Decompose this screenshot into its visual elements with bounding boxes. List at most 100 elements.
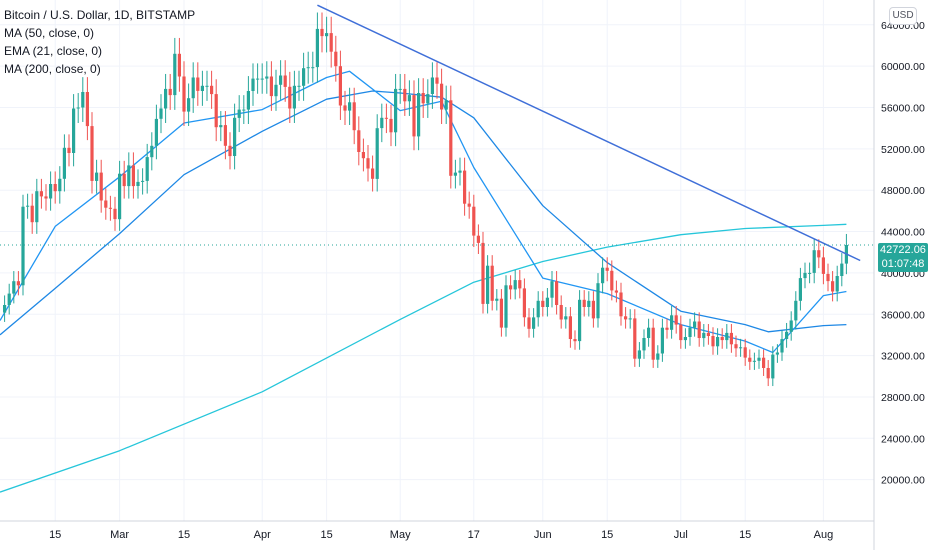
candle-body[interactable] xyxy=(840,263,844,276)
trendline-group[interactable] xyxy=(317,4,861,262)
candle-body[interactable] xyxy=(435,77,439,84)
candle-body[interactable] xyxy=(76,107,80,109)
candle-body[interactable] xyxy=(605,267,609,271)
candle-body[interactable] xyxy=(90,126,94,181)
candle-body[interactable] xyxy=(752,360,756,362)
candle-body[interactable] xyxy=(564,316,568,320)
candle-body[interactable] xyxy=(532,317,536,329)
candle-body[interactable] xyxy=(118,173,122,220)
candle-body[interactable] xyxy=(518,280,522,289)
candle-body[interactable] xyxy=(3,305,7,313)
candle-body[interactable] xyxy=(223,125,227,146)
candle-body[interactable] xyxy=(601,267,605,284)
candle-body[interactable] xyxy=(550,281,554,298)
candle-body[interactable] xyxy=(233,117,237,156)
candle-body[interactable] xyxy=(407,95,411,102)
candle-body[interactable] xyxy=(21,206,25,286)
candle-body[interactable] xyxy=(647,327,651,338)
candle-body[interactable] xyxy=(12,281,16,294)
candle-body[interactable] xyxy=(35,191,39,223)
candle-body[interactable] xyxy=(53,184,57,192)
candle-body[interactable] xyxy=(81,92,85,108)
candle-body[interactable] xyxy=(311,67,315,69)
candle-body[interactable] xyxy=(7,293,11,305)
candle-body[interactable] xyxy=(831,281,835,292)
currency-unit-button[interactable]: USD xyxy=(889,7,917,25)
candle-body[interactable] xyxy=(817,250,821,258)
candle-body[interactable] xyxy=(141,180,145,182)
candle-body[interactable] xyxy=(30,205,34,223)
legend-ma200[interactable]: MA (200, close, 0) xyxy=(4,62,101,76)
candle-body[interactable] xyxy=(39,191,43,197)
candle-body[interactable] xyxy=(384,117,388,119)
candle-body[interactable] xyxy=(757,357,761,361)
candle-body[interactable] xyxy=(145,157,149,181)
candle-body[interactable] xyxy=(725,332,729,341)
candle-body[interactable] xyxy=(693,321,697,328)
candle-body[interactable] xyxy=(196,77,200,91)
candle-body[interactable] xyxy=(536,300,540,318)
candle-body[interactable] xyxy=(499,298,503,328)
candle-body[interactable] xyxy=(315,28,319,68)
candle-body[interactable] xyxy=(325,33,329,37)
candle-body[interactable] xyxy=(775,352,779,355)
candle-body[interactable] xyxy=(444,100,448,110)
legend-ema21[interactable]: EMA (21, close, 0) xyxy=(4,44,103,58)
candle-body[interactable] xyxy=(771,354,775,379)
candle-body[interactable] xyxy=(108,207,112,209)
candle-body[interactable] xyxy=(656,353,660,360)
candle-body[interactable] xyxy=(683,337,687,341)
candle-body[interactable] xyxy=(136,181,140,186)
candle-body[interactable] xyxy=(334,51,338,67)
candle-body[interactable] xyxy=(58,178,62,192)
candle-body[interactable] xyxy=(164,88,168,109)
candle-body[interactable] xyxy=(702,332,706,339)
candle-body[interactable] xyxy=(361,152,365,159)
trendline[interactable] xyxy=(317,4,861,262)
candle-body[interactable] xyxy=(633,318,637,359)
candle-body[interactable] xyxy=(568,316,572,339)
candle-body[interactable] xyxy=(739,347,743,349)
candle-body[interactable] xyxy=(306,67,310,69)
candle-body[interactable] xyxy=(628,318,632,320)
candle-body[interactable] xyxy=(246,91,250,110)
candle-body[interactable] xyxy=(555,281,559,305)
candle-body[interactable] xyxy=(490,265,494,301)
candle-body[interactable] xyxy=(265,76,269,79)
candle-body[interactable] xyxy=(453,172,457,176)
candle-body[interactable] xyxy=(573,339,577,342)
candle-body[interactable] xyxy=(504,285,508,328)
candle-body[interactable] xyxy=(624,316,628,320)
candle-body[interactable] xyxy=(762,357,766,368)
candle-body[interactable] xyxy=(394,88,398,133)
candle-body[interactable] xyxy=(131,165,135,187)
candle-body[interactable] xyxy=(711,336,715,347)
candle-body[interactable] xyxy=(821,257,825,274)
candle-body[interactable] xyxy=(688,327,692,337)
candle-body[interactable] xyxy=(812,250,816,273)
candle-body[interactable] xyxy=(154,118,158,146)
candle-body[interactable] xyxy=(104,200,108,208)
candle-body[interactable] xyxy=(127,165,131,187)
candle-body[interactable] xyxy=(274,84,278,97)
candle-body[interactable] xyxy=(651,327,655,360)
candle-body[interactable] xyxy=(789,320,793,332)
candle-body[interactable] xyxy=(357,130,361,152)
candle-body[interactable] xyxy=(798,278,802,301)
candle-body[interactable] xyxy=(338,66,342,106)
candle-body[interactable] xyxy=(150,145,154,158)
candle-body[interactable] xyxy=(417,93,421,137)
candle-body[interactable] xyxy=(412,95,416,137)
candle-body[interactable] xyxy=(67,147,71,153)
candle-body[interactable] xyxy=(734,344,738,349)
symbol-title[interactable]: Bitcoin / U.S. Dollar, 1D, BITSTAMP xyxy=(4,8,196,22)
candle-body[interactable] xyxy=(495,298,499,301)
candle-body[interactable] xyxy=(99,172,103,201)
candle-body[interactable] xyxy=(159,108,163,119)
candle-body[interactable] xyxy=(302,68,306,86)
candle-body[interactable] xyxy=(191,77,195,99)
candle-body[interactable] xyxy=(481,242,485,304)
candle-body[interactable] xyxy=(348,102,352,111)
candle-body[interactable] xyxy=(251,78,255,91)
candle-body[interactable] xyxy=(826,273,830,282)
